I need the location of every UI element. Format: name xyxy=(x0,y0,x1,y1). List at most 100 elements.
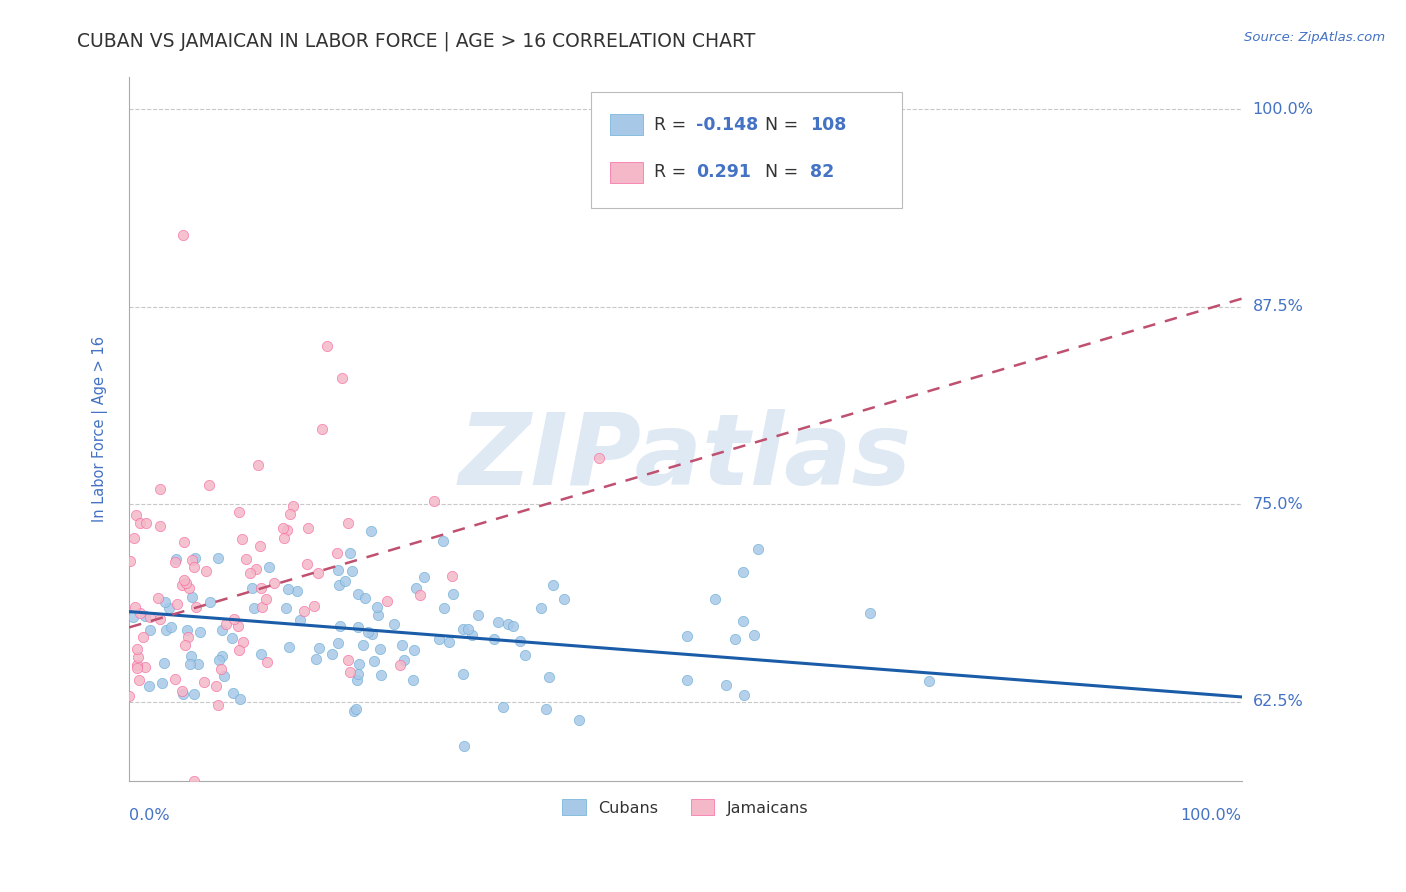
Point xyxy=(401,673,423,687)
Point xyxy=(148,591,170,605)
Point xyxy=(451,667,474,681)
Point xyxy=(132,630,155,644)
Point xyxy=(149,482,172,496)
Point xyxy=(423,493,446,508)
Point xyxy=(187,657,209,672)
FancyBboxPatch shape xyxy=(610,114,643,135)
Point xyxy=(176,623,198,637)
Point xyxy=(127,660,149,674)
Point xyxy=(285,584,308,599)
Point xyxy=(326,563,349,577)
Point xyxy=(568,713,591,727)
Point xyxy=(173,574,195,588)
Point xyxy=(747,542,769,557)
Point xyxy=(183,687,205,701)
Point xyxy=(149,612,172,626)
Point xyxy=(676,673,699,688)
Point xyxy=(124,532,146,546)
Point xyxy=(172,687,194,701)
Point xyxy=(254,591,277,606)
Point xyxy=(357,624,380,639)
Point xyxy=(246,458,269,473)
Point xyxy=(484,632,506,646)
Point xyxy=(235,551,257,566)
Point xyxy=(183,559,205,574)
Point xyxy=(176,630,198,644)
Point xyxy=(453,739,475,754)
Point xyxy=(347,667,370,681)
Point xyxy=(173,535,195,549)
Point xyxy=(222,685,245,699)
Point xyxy=(377,593,399,607)
Point xyxy=(278,508,301,522)
Point xyxy=(346,620,368,634)
Point xyxy=(541,578,564,592)
Point xyxy=(165,672,187,686)
Point xyxy=(239,566,262,580)
Text: CUBAN VS JAMAICAN IN LABOR FORCE | AGE > 16 CORRELATION CHART: CUBAN VS JAMAICAN IN LABOR FORCE | AGE >… xyxy=(77,31,755,51)
Point xyxy=(486,615,509,629)
Point xyxy=(295,557,318,571)
Point xyxy=(181,590,204,604)
Point xyxy=(170,578,193,592)
Point xyxy=(194,565,217,579)
Point xyxy=(155,623,177,637)
Text: Source: ZipAtlas.com: Source: ZipAtlas.com xyxy=(1244,31,1385,45)
Point xyxy=(366,599,388,614)
Point xyxy=(363,654,385,668)
Point xyxy=(509,634,531,648)
Point xyxy=(361,626,384,640)
Point xyxy=(305,652,328,666)
Point xyxy=(297,521,319,535)
Point xyxy=(163,555,186,569)
Point xyxy=(676,629,699,643)
Point xyxy=(316,339,339,353)
Point xyxy=(553,592,575,607)
Point xyxy=(181,553,204,567)
Point xyxy=(307,566,329,581)
Point xyxy=(180,648,202,663)
Point xyxy=(368,642,391,657)
Point xyxy=(360,524,382,539)
Point xyxy=(211,623,233,637)
Point xyxy=(153,595,176,609)
Point xyxy=(135,516,157,531)
Point xyxy=(215,616,238,631)
Point xyxy=(212,669,235,683)
Point xyxy=(134,660,156,674)
Text: 75.0%: 75.0% xyxy=(1253,497,1303,512)
Point xyxy=(703,591,725,606)
Point xyxy=(413,569,436,583)
Point xyxy=(347,657,370,671)
Point xyxy=(125,642,148,657)
Point xyxy=(354,591,377,605)
Text: 108: 108 xyxy=(810,116,846,134)
Point xyxy=(240,581,263,595)
Point xyxy=(198,595,221,609)
Point xyxy=(391,638,413,652)
FancyBboxPatch shape xyxy=(591,92,903,208)
Text: 0.291: 0.291 xyxy=(696,163,751,181)
Point xyxy=(198,478,221,492)
Point xyxy=(394,653,416,667)
Point xyxy=(457,623,479,637)
Point xyxy=(498,616,520,631)
Point xyxy=(288,613,311,627)
Point xyxy=(252,599,274,614)
Point xyxy=(250,647,273,661)
Point xyxy=(292,604,315,618)
Point xyxy=(179,657,201,672)
Point xyxy=(538,670,561,684)
Point xyxy=(333,574,356,588)
Point xyxy=(138,624,160,638)
Point xyxy=(170,684,193,698)
FancyBboxPatch shape xyxy=(610,161,643,183)
Point xyxy=(432,533,454,548)
Point xyxy=(259,559,281,574)
Point xyxy=(188,625,211,640)
Text: N =: N = xyxy=(765,116,804,134)
Point xyxy=(127,650,149,665)
Point xyxy=(172,228,194,243)
Point xyxy=(125,508,148,522)
Text: 100.0%: 100.0% xyxy=(1253,102,1313,117)
